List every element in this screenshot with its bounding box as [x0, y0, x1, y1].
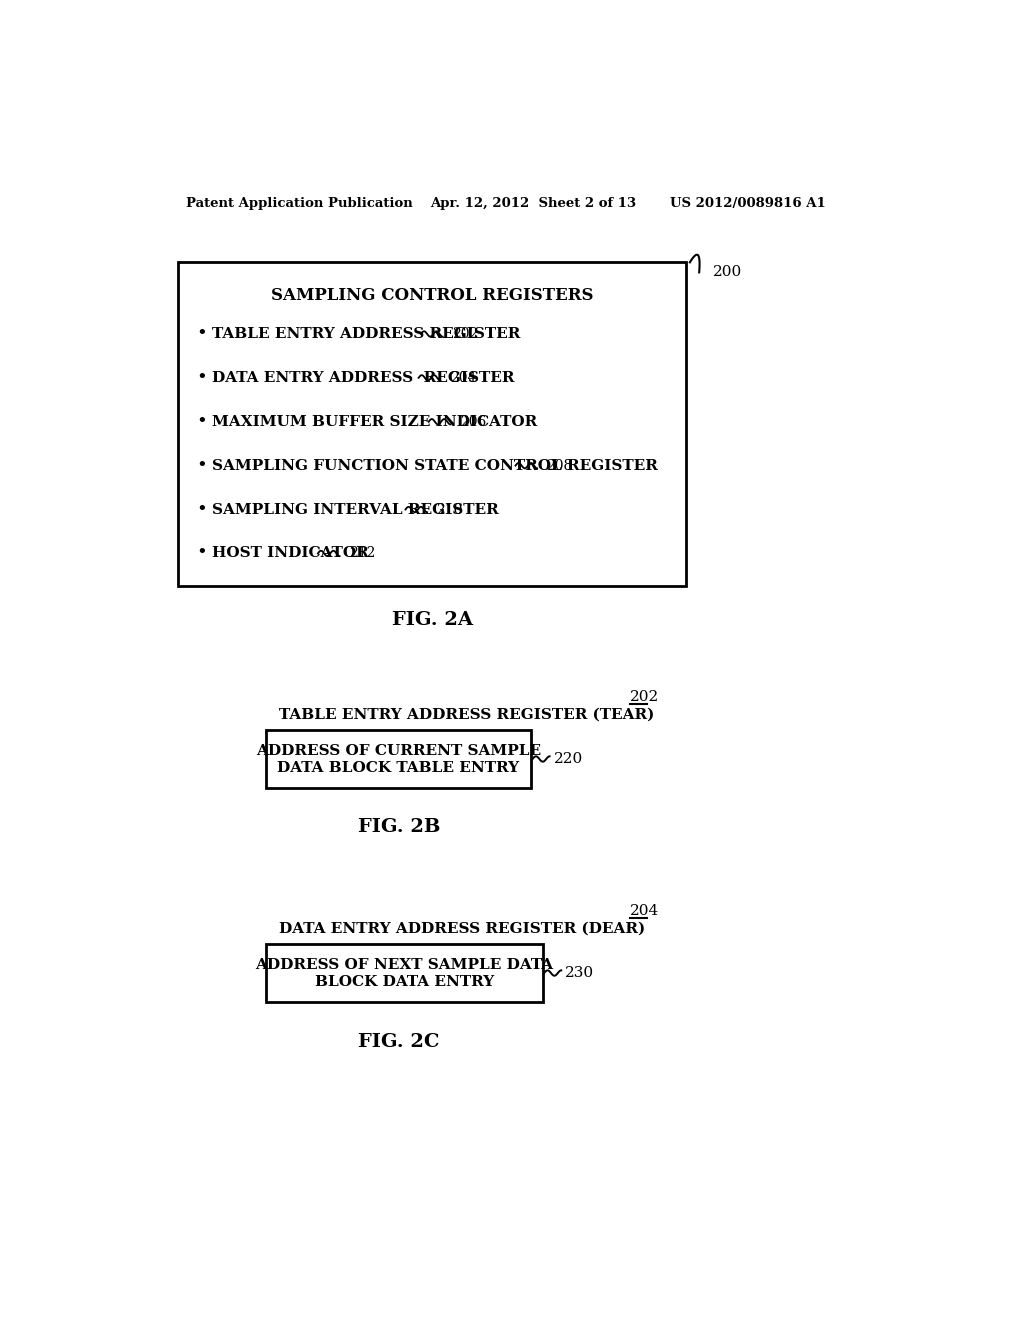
Text: FIG. 2A: FIG. 2A	[392, 611, 473, 630]
Text: TABLE ENTRY ADDRESS REGISTER (TEAR): TABLE ENTRY ADDRESS REGISTER (TEAR)	[280, 708, 654, 721]
Text: •: •	[197, 413, 207, 430]
Text: 202: 202	[630, 690, 659, 705]
Text: •: •	[197, 544, 207, 562]
Text: DATA BLOCK TABLE ENTRY: DATA BLOCK TABLE ENTRY	[278, 762, 519, 775]
Text: HOST INDICATOR: HOST INDICATOR	[212, 546, 369, 561]
FancyBboxPatch shape	[178, 263, 686, 586]
Text: SAMPLING FUNCTION STATE CONTROL REGISTER: SAMPLING FUNCTION STATE CONTROL REGISTER	[212, 458, 657, 473]
Text: 208: 208	[547, 458, 572, 473]
Text: DATA ENTRY ADDRESS  REGISTER: DATA ENTRY ADDRESS REGISTER	[212, 371, 514, 385]
Text: 200: 200	[713, 265, 742, 280]
Text: •: •	[197, 457, 207, 475]
Text: 204: 204	[450, 371, 476, 385]
Text: SAMPLING INTERVAL REGISTER: SAMPLING INTERVAL REGISTER	[212, 503, 499, 516]
Text: 212: 212	[349, 546, 375, 561]
Text: DATA ENTRY ADDRESS REGISTER (DEAR): DATA ENTRY ADDRESS REGISTER (DEAR)	[280, 921, 645, 936]
Text: Patent Application Publication: Patent Application Publication	[186, 197, 413, 210]
Text: •: •	[197, 368, 207, 387]
Text: ADDRESS OF CURRENT SAMPLE: ADDRESS OF CURRENT SAMPLE	[256, 744, 541, 758]
Text: BLOCK DATA ENTRY: BLOCK DATA ENTRY	[314, 975, 494, 989]
Text: TABLE ENTRY ADDRESS REGISTER: TABLE ENTRY ADDRESS REGISTER	[212, 327, 520, 341]
Text: FIG. 2B: FIG. 2B	[358, 818, 440, 836]
Text: 206: 206	[460, 414, 486, 429]
Text: 202: 202	[452, 327, 478, 341]
Text: •: •	[197, 500, 207, 519]
Text: 220: 220	[554, 752, 583, 766]
Text: 204: 204	[630, 904, 659, 919]
Text: FIG. 2C: FIG. 2C	[358, 1034, 440, 1051]
FancyBboxPatch shape	[266, 944, 543, 1002]
Text: 210: 210	[436, 503, 463, 516]
Text: •: •	[197, 325, 207, 343]
Text: Apr. 12, 2012  Sheet 2 of 13: Apr. 12, 2012 Sheet 2 of 13	[430, 197, 636, 210]
Text: US 2012/0089816 A1: US 2012/0089816 A1	[671, 197, 826, 210]
FancyBboxPatch shape	[266, 730, 531, 788]
Text: SAMPLING CONTROL REGISTERS: SAMPLING CONTROL REGISTERS	[271, 286, 594, 304]
Text: MAXIMUM BUFFER SIZE INDICATOR: MAXIMUM BUFFER SIZE INDICATOR	[212, 414, 537, 429]
Text: 230: 230	[565, 966, 594, 979]
Text: ADDRESS OF NEXT SAMPLE DATA: ADDRESS OF NEXT SAMPLE DATA	[255, 958, 553, 973]
